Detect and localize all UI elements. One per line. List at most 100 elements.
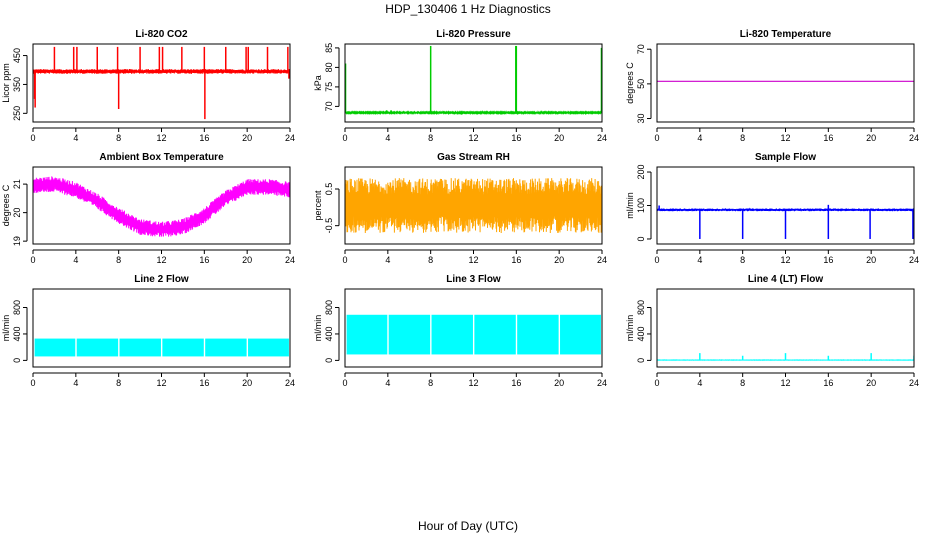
series-line: [345, 177, 602, 234]
plot-frame: [344, 166, 603, 245]
flow-band-4: [162, 338, 204, 357]
x-tick-label: 4: [385, 133, 390, 143]
y-axis-label: kPa: [313, 75, 323, 91]
x-tick-label: 0: [30, 255, 35, 265]
y-tick-label: 400: [636, 326, 646, 341]
flow-band-5: [205, 338, 247, 357]
y-tick-label: 400: [12, 326, 22, 341]
x-tick-label: 0: [342, 378, 347, 388]
y-tick-label: 0: [12, 358, 22, 363]
y-tick-label: 70: [636, 44, 646, 54]
x-tick-label: 8: [428, 255, 433, 265]
x-tick-label: 24: [285, 133, 295, 143]
panel-title: Li-820 CO2: [135, 29, 188, 40]
y-tick-label: 20: [12, 208, 22, 218]
x-tick-label: 20: [866, 378, 876, 388]
x-tick-label: 24: [597, 378, 607, 388]
x-tick-label: 24: [285, 255, 295, 265]
flow-band-4: [474, 314, 516, 355]
y-tick-label: 800: [12, 300, 22, 315]
data-trace: [34, 338, 289, 357]
x-tick-label: 8: [116, 255, 121, 265]
x-tick-label: 12: [156, 255, 166, 265]
x-tick-label: 20: [554, 255, 564, 265]
x-tick-label: 4: [697, 255, 702, 265]
panel-6: Sample Flow 0 4 8 12 16 20 24 0 100 200 ml/min: [625, 152, 919, 265]
series-line: [33, 176, 290, 237]
x-tick-label: 12: [468, 133, 478, 143]
x-tick-label: 20: [866, 133, 876, 143]
y-tick-label: 21: [12, 179, 22, 189]
x-tick-label: 4: [73, 255, 78, 265]
y-tick-label: 200: [636, 165, 646, 180]
x-tick-label: 24: [285, 378, 295, 388]
panel-title: Li-820 Pressure: [436, 29, 511, 40]
plot-frame: [32, 166, 291, 245]
x-tick-label: 12: [468, 255, 478, 265]
x-tick-label: 0: [342, 133, 347, 143]
main-title: HDP_130406 1 Hz Diagnostics: [385, 2, 551, 16]
y-tick-label: 19: [12, 236, 22, 246]
x-tick-label: 8: [116, 133, 121, 143]
x-tick-label: 24: [909, 255, 919, 265]
x-tick-label: 4: [697, 378, 702, 388]
y-tick-label: 0: [324, 358, 334, 363]
y-axis-label: percent: [313, 190, 323, 221]
y-axis-label: ml/min: [1, 315, 11, 342]
y-tick-label: 100: [636, 198, 646, 213]
x-tick-label: 4: [73, 378, 78, 388]
flow-band-3: [119, 338, 161, 357]
x-tick-label: 24: [597, 133, 607, 143]
y-tick-label: 50: [636, 79, 646, 89]
y-axis-label: ml/min: [625, 315, 635, 342]
data-trace: [657, 353, 914, 361]
y-tick-label: 800: [324, 300, 334, 315]
y-axis-label: degrees C: [1, 184, 11, 226]
y-tick-label: 80: [324, 62, 334, 72]
panel-title: Gas Stream RH: [437, 152, 510, 163]
x-tick-label: 12: [156, 378, 166, 388]
y-tick-label: 800: [636, 300, 646, 315]
data-trace: [33, 176, 290, 237]
data-trace: [33, 46, 290, 120]
panel-title: Sample Flow: [755, 152, 816, 163]
y-tick-label: 400: [324, 326, 334, 341]
y-tick-label: 250: [12, 106, 22, 121]
flow-band-1: [34, 338, 76, 357]
y-tick-label: 75: [324, 82, 334, 92]
x-tick-label: 0: [30, 133, 35, 143]
panel-4: Ambient Box Temperature 0 4 8 12 16 20 24 19 20 21…: [1, 152, 295, 265]
y-tick-label: 30: [636, 114, 646, 124]
x-tick-label: 16: [511, 255, 521, 265]
x-tick-label: 8: [740, 378, 745, 388]
x-tick-label: 8: [740, 255, 745, 265]
x-tick-label: 16: [823, 133, 833, 143]
flow-band-5: [517, 314, 559, 355]
x-tick-label: 8: [428, 133, 433, 143]
flow-band-2: [388, 314, 431, 355]
y-tick-label: 350: [12, 77, 22, 92]
data-trace: [345, 177, 602, 234]
flow-band-2: [76, 338, 119, 357]
x-tick-label: 16: [511, 378, 521, 388]
y-tick-label: 0: [636, 358, 646, 363]
y-tick-label: 85: [324, 43, 334, 53]
panel-3: Li-820 Temperature 0 4 8 12 16 20 24 30 50 70degre…: [625, 29, 919, 143]
x-tick-label: 20: [554, 133, 564, 143]
y-axis-label: degrees C: [625, 62, 635, 104]
plot-frame: [32, 43, 291, 123]
x-tick-label: 20: [866, 255, 876, 265]
x-tick-label: 0: [654, 133, 659, 143]
y-tick-label: 0: [636, 236, 646, 241]
x-tick-label: 20: [242, 133, 252, 143]
x-tick-label: 0: [654, 378, 659, 388]
plot-frame: [344, 288, 603, 368]
panel-title: Line 2 Flow: [134, 274, 189, 285]
y-tick-label: -0.5: [324, 218, 334, 234]
x-tick-label: 4: [73, 133, 78, 143]
x-tick-label: 12: [468, 378, 478, 388]
